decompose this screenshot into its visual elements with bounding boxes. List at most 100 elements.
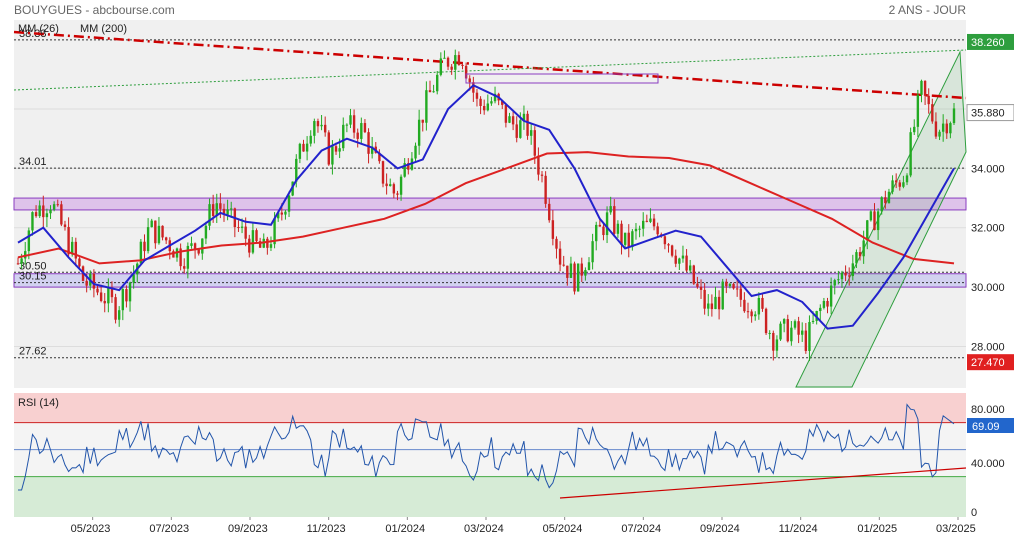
candle-body bbox=[551, 220, 555, 239]
candle-body bbox=[63, 224, 67, 227]
candle-body bbox=[295, 158, 298, 182]
price-tag-box bbox=[967, 33, 1014, 50]
candle-body bbox=[121, 289, 125, 311]
candle-body bbox=[190, 243, 193, 246]
level-label: 34.01 bbox=[19, 156, 47, 168]
candle-body bbox=[623, 232, 627, 245]
candle-body bbox=[808, 322, 811, 351]
candle-body bbox=[801, 330, 804, 335]
candle-body bbox=[114, 297, 117, 320]
long-term-resistance-trendline bbox=[13, 30, 967, 100]
candle-body bbox=[352, 115, 356, 133]
candle-body bbox=[425, 90, 428, 123]
candle-body bbox=[320, 124, 323, 127]
candle-body bbox=[757, 297, 761, 315]
candle-body bbox=[345, 124, 349, 126]
price-tick-label: 28.000 bbox=[971, 341, 1005, 353]
candle-body bbox=[385, 183, 388, 187]
candle-body bbox=[645, 220, 649, 222]
price-tag-label: 38.260 bbox=[971, 37, 1005, 49]
candle-body bbox=[313, 121, 316, 136]
candle-body bbox=[468, 78, 471, 83]
x-tick-label: 05/2024 bbox=[543, 523, 583, 535]
candle-body bbox=[482, 105, 486, 111]
candle-body bbox=[866, 220, 869, 241]
candle-body bbox=[717, 296, 721, 310]
candle-body bbox=[475, 92, 479, 99]
candle-body bbox=[829, 285, 833, 307]
candle-body bbox=[576, 263, 580, 292]
candle-body bbox=[544, 175, 547, 204]
candle-body bbox=[670, 245, 674, 256]
candle-body bbox=[60, 204, 63, 225]
candle-body bbox=[526, 113, 529, 136]
candle-body bbox=[952, 108, 956, 124]
candle-body bbox=[837, 279, 840, 281]
candle-body bbox=[714, 296, 717, 310]
candle-body bbox=[197, 249, 200, 254]
candle-body bbox=[880, 197, 883, 212]
candle-body bbox=[768, 332, 771, 334]
candle-body bbox=[923, 80, 927, 96]
candle-body bbox=[161, 225, 164, 238]
candle-body bbox=[172, 251, 175, 258]
candle-body bbox=[934, 121, 938, 137]
candle-body bbox=[251, 230, 255, 253]
candle-body bbox=[754, 314, 757, 317]
candle-body bbox=[464, 65, 468, 79]
candle-body bbox=[266, 238, 269, 248]
candle-body bbox=[334, 146, 338, 152]
candle-body bbox=[949, 123, 952, 134]
candle-body bbox=[764, 308, 768, 334]
candle-body bbox=[931, 104, 934, 122]
candle-body bbox=[703, 289, 706, 309]
rsi-title: RSI (14) bbox=[18, 397, 59, 409]
price-tag-label: 27.470 bbox=[971, 357, 1005, 369]
rsi-tick-label: 40.000 bbox=[971, 458, 1005, 470]
candle-body bbox=[457, 55, 461, 65]
candle-body bbox=[609, 206, 612, 213]
candle-body bbox=[378, 152, 381, 162]
candle-body bbox=[898, 182, 901, 187]
candle-body bbox=[591, 241, 594, 263]
candle-body bbox=[356, 132, 359, 139]
candle-body bbox=[804, 330, 808, 351]
candle-body bbox=[663, 236, 667, 245]
candle-body bbox=[305, 143, 309, 152]
candle-body bbox=[938, 131, 941, 137]
candle-body bbox=[179, 248, 182, 267]
candle-body bbox=[631, 231, 634, 248]
legend-entry: MM (200) bbox=[80, 23, 127, 35]
candle-body bbox=[548, 203, 551, 221]
candle-body bbox=[107, 287, 110, 304]
candle-body bbox=[472, 82, 475, 93]
rsi-y-axis: 0 40.000 80.000 bbox=[971, 404, 1005, 519]
candle-body bbox=[529, 130, 533, 136]
candle-body bbox=[461, 64, 464, 66]
legend: MM (26) MM (200) bbox=[18, 23, 127, 35]
candle-body bbox=[222, 208, 226, 215]
candle-body bbox=[183, 266, 186, 269]
candle-body bbox=[20, 258, 23, 264]
candle-body bbox=[309, 135, 312, 144]
candle-body bbox=[258, 241, 262, 248]
candle-body bbox=[139, 241, 143, 264]
candle-body bbox=[443, 57, 446, 59]
rsi-value-tag: 69.09 bbox=[967, 418, 1014, 433]
candle-body bbox=[913, 126, 916, 133]
candle-body bbox=[436, 74, 439, 92]
candle-body bbox=[522, 113, 526, 121]
candle-body bbox=[273, 218, 276, 245]
candle-body bbox=[638, 228, 641, 230]
candle-body bbox=[117, 310, 121, 320]
candle-body bbox=[566, 265, 569, 278]
candle-body bbox=[287, 195, 291, 212]
candle-body bbox=[125, 289, 128, 302]
candle-body bbox=[844, 272, 847, 276]
candle-body bbox=[67, 226, 70, 255]
candle-body bbox=[446, 57, 450, 67]
candle-body bbox=[421, 119, 424, 123]
candle-body bbox=[414, 145, 417, 159]
